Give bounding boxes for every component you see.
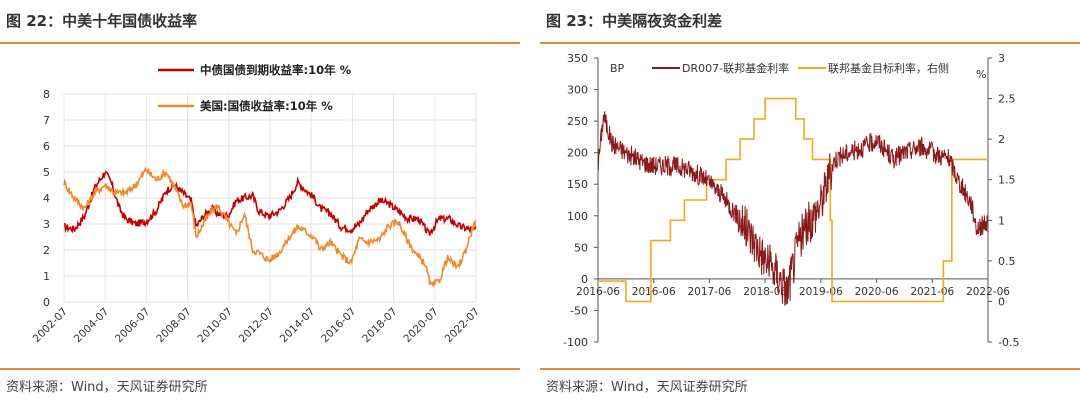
- y-tick-label: -50: [570, 304, 588, 317]
- series-line: [597, 111, 989, 306]
- legend-label: 中债国债到期收益率:10年 %: [200, 63, 352, 77]
- chart-panel-left: 图 22：中美十年国债收益率 0 1 2 3 4 5 6 7 8 2002-07 2004-07 20…: [0, 0, 520, 404]
- y-tick-label: 5: [43, 166, 50, 179]
- x-tick-label: 2016-07: [319, 306, 359, 346]
- y-tick-label: 1: [43, 270, 50, 283]
- y-tick-label: 0: [581, 273, 588, 286]
- x-tick-label: 2014-07: [278, 306, 318, 346]
- y-tick-label: -100: [563, 336, 588, 349]
- x-tick-label: 2022-07: [443, 306, 483, 346]
- y-tick-label: 2: [43, 244, 50, 257]
- x-tick-label: 2017-06: [687, 286, 731, 298]
- legend-label: 联邦基金目标利率，右侧: [828, 61, 949, 75]
- y2-tick-label: 1: [998, 214, 1005, 227]
- x-tick-label: 2012-07: [237, 306, 277, 346]
- x-tick-label: 2020-07: [401, 306, 441, 346]
- y-tick-label: 0: [43, 296, 50, 309]
- x-tick-label: 2020-06: [855, 286, 899, 298]
- x-tick-label: 2021-06: [910, 286, 954, 298]
- y2-tick-label: 0.5: [998, 255, 1016, 268]
- title-rule: [540, 42, 1080, 44]
- y2-tick-label: -0.5: [998, 336, 1019, 349]
- y-tick-label: 8: [43, 88, 50, 101]
- x-tick-label: 2006-07: [113, 306, 153, 346]
- series-line: [598, 97, 988, 303]
- chart-svg: -100 -50 0 50 100 150 200 250 300 350 -0.5 0 0.5 1 1.5…: [563, 52, 1019, 349]
- footer-rule: [0, 368, 520, 370]
- y-axis-unit: BP: [610, 62, 625, 75]
- x-tick-label: 2010-07: [195, 306, 235, 346]
- y-tick-label: 250: [567, 115, 588, 128]
- x-tick-label: 2022-06: [966, 286, 1010, 298]
- y-tick-label: 6: [43, 140, 50, 153]
- x-tick-label: 2019-06: [799, 286, 843, 298]
- y-tick-label: 50: [574, 241, 588, 254]
- y-tick-label: 350: [567, 52, 588, 65]
- y2-tick-label: 2: [998, 133, 1005, 146]
- y-tick-label: 3: [43, 218, 50, 231]
- legend-label: DR007-联邦基金利率: [682, 61, 789, 75]
- x-tick-label: 2016-06: [632, 286, 676, 298]
- y2-tick-label: 0: [998, 295, 1005, 308]
- title-rule: [0, 42, 520, 44]
- x-tick-label: 2018-07: [360, 306, 400, 346]
- series-line: [64, 170, 477, 236]
- y-tick-label: 300: [567, 84, 588, 97]
- y-tick-label: 200: [567, 147, 588, 160]
- x-tick-label: 2018-06: [743, 286, 787, 298]
- x-tick-label: 2002-07: [31, 306, 71, 346]
- x-tick-label: 2004-07: [72, 306, 112, 346]
- chart-title: 图 22：中美十年国债收益率: [6, 12, 198, 30]
- footer-rule: [540, 368, 1080, 370]
- series-line: [63, 166, 477, 288]
- chart-title: 图 23：中美隔夜资金利差: [546, 12, 723, 30]
- y2-tick-label: 3: [998, 52, 1005, 65]
- chart-panel-right: 图 23：中美隔夜资金利差 -100 -50 0 50 100 150 200 250 300 3…: [540, 0, 1080, 404]
- y2-tick-label: 1.5: [998, 174, 1016, 187]
- y-tick-label: 100: [567, 210, 588, 223]
- x-tick-label: 2008-07: [154, 306, 194, 346]
- y2-axis-unit: %: [976, 68, 986, 81]
- x-tick-label: 2016-06: [576, 286, 620, 298]
- y-tick-label: 150: [567, 178, 588, 191]
- legend-label: 美国:国债收益率:10年 %: [200, 99, 333, 113]
- chart-source: 资料来源：Wind，天风证券研究所: [546, 380, 748, 395]
- y-tick-label: 7: [43, 114, 50, 127]
- chart-source: 资料来源：Wind，天风证券研究所: [6, 380, 208, 395]
- y2-tick-label: 2.5: [998, 93, 1016, 106]
- y-tick-label: 4: [43, 192, 50, 205]
